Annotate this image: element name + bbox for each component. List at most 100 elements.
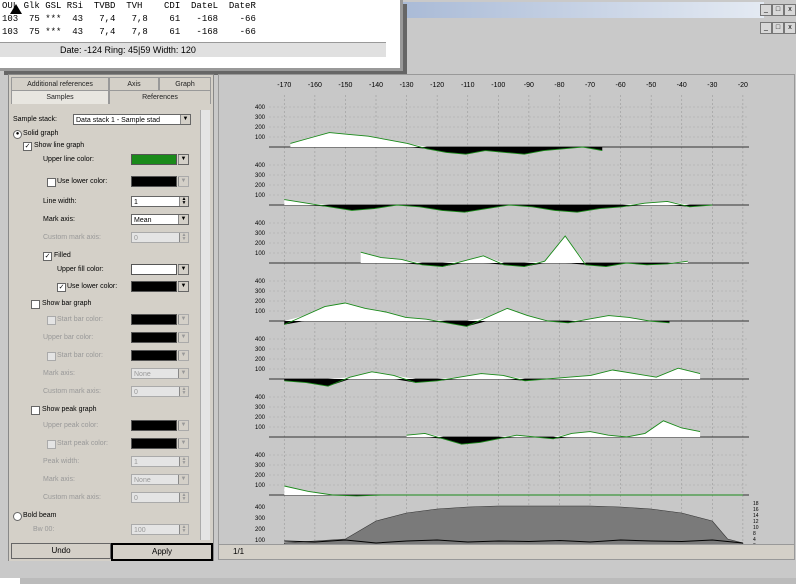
upper-fill-color-dropdown[interactable]: ▼ bbox=[178, 264, 189, 275]
chevron-down-icon: ▼ bbox=[178, 475, 188, 484]
mean-line bbox=[284, 539, 743, 544]
upper-fill-color-swatch[interactable] bbox=[131, 264, 177, 275]
series-line bbox=[284, 367, 701, 387]
upper-fill-area bbox=[360, 236, 688, 263]
upper-line-color-swatch[interactable] bbox=[131, 154, 177, 165]
y-tick-label: 300 bbox=[255, 115, 266, 121]
custom-mark-axis-row: Custom mark axis: 0 ▲ ▼ bbox=[9, 231, 205, 245]
mark-axis2-label: Mark axis: bbox=[43, 370, 75, 377]
mark-axis2-select[interactable]: None ▼ bbox=[131, 368, 189, 379]
solid-graph-radio[interactable]: ● bbox=[13, 130, 22, 139]
line-width-spinner[interactable]: 1 ▲ ▼ bbox=[131, 196, 189, 207]
maximize-button[interactable]: □ bbox=[772, 4, 784, 16]
use-lower-color-checkbox[interactable] bbox=[47, 178, 56, 187]
bold-beam-radio[interactable] bbox=[13, 512, 22, 521]
mark-axis-row: Mark axis: Mean ▼ bbox=[9, 213, 205, 227]
upper-bar-color-row: Upper bar color: ▼ bbox=[9, 331, 205, 345]
start-bar-color-checkbox[interactable] bbox=[47, 316, 56, 325]
y-tick-label: 300 bbox=[255, 463, 266, 469]
sample-depth-area bbox=[283, 505, 744, 552]
start-bar-color2-checkbox[interactable] bbox=[47, 352, 56, 361]
lower-fill-color-dropdown[interactable]: ▼ bbox=[178, 281, 189, 292]
start-bar-color2-swatch[interactable] bbox=[131, 350, 177, 361]
start-bar-color-swatch[interactable] bbox=[131, 314, 177, 325]
mark-axis-label: Mark axis: bbox=[43, 216, 75, 223]
bottom-y-tick-label: 400 bbox=[255, 505, 266, 511]
start-peak-color-swatch[interactable] bbox=[131, 438, 177, 449]
mark-axis-value: Mean bbox=[134, 217, 152, 224]
upper-line-color-dropdown[interactable]: ▼ bbox=[178, 154, 189, 165]
x-tick-label-top: -140 bbox=[369, 82, 383, 89]
upper-peak-color-dropdown[interactable]: ▼ bbox=[178, 420, 189, 431]
start-peak-color-dropdown[interactable]: ▼ bbox=[178, 438, 189, 449]
filled-checkbox[interactable]: ✓ bbox=[43, 252, 52, 261]
toolbar bbox=[400, 34, 796, 68]
tab-additional-references[interactable]: Additional references bbox=[11, 77, 109, 91]
custom-mark-axis2-spinner[interactable]: 0 ▲ ▼ bbox=[131, 386, 189, 397]
tab-axis[interactable]: Axis bbox=[109, 77, 159, 91]
y-tick-label: 200 bbox=[255, 415, 266, 421]
popup-status-bar: Date: -124 Ring: 45|59 Width: 120 bbox=[0, 42, 386, 57]
minimize-button[interactable]: _ bbox=[760, 4, 772, 16]
bw-spinner[interactable]: 100 ▲ ▼ bbox=[131, 524, 189, 535]
lower-fill-area bbox=[284, 379, 701, 387]
filled-label: Filled bbox=[54, 252, 71, 259]
start-peak-color-checkbox[interactable] bbox=[47, 440, 56, 449]
y-tick-label: 200 bbox=[255, 473, 266, 479]
sample-stack-select[interactable]: Data stack 1 - Sample stad ▼ bbox=[73, 114, 191, 125]
upper-peak-color-swatch[interactable] bbox=[131, 420, 177, 431]
x-tick-label-top: -40 bbox=[677, 82, 687, 89]
chevron-down-icon: ▼ bbox=[180, 115, 190, 124]
spin-arrows-icon: ▲ ▼ bbox=[179, 493, 188, 502]
tab-samples[interactable]: Samples bbox=[11, 90, 109, 104]
line-width-label: Line width: bbox=[43, 198, 77, 205]
mark-axis-select[interactable]: Mean ▼ bbox=[131, 214, 189, 225]
child-maximize-button[interactable]: □ bbox=[772, 22, 784, 34]
custom-mark-axis2-value: 0 bbox=[134, 389, 138, 396]
x-tick-label-top: -70 bbox=[585, 82, 595, 89]
y-tick-label: 200 bbox=[255, 125, 266, 131]
tab-graph[interactable]: Graph bbox=[159, 77, 211, 91]
y-tick-label: 100 bbox=[255, 251, 266, 257]
child-close-button[interactable]: x bbox=[784, 22, 796, 34]
spin-arrows-icon: ▲ ▼ bbox=[179, 525, 188, 534]
show-bar-graph-checkbox[interactable] bbox=[31, 300, 40, 309]
bw-row: Bw 00: 100 ▲ ▼ bbox=[9, 523, 205, 537]
peak-width-spinner[interactable]: 1 ▲ ▼ bbox=[131, 456, 189, 467]
child-minimize-button[interactable]: _ bbox=[760, 22, 772, 34]
undo-button[interactable]: Undo bbox=[11, 543, 111, 559]
upper-bar-color-swatch[interactable] bbox=[131, 332, 177, 343]
bold-beam-label: Bold beam bbox=[23, 512, 57, 519]
apply-button[interactable]: Apply bbox=[111, 543, 213, 561]
menu-bar bbox=[400, 18, 796, 35]
start-bar-color2-dropdown[interactable]: ▼ bbox=[178, 350, 189, 361]
bottom-y-tick-label: 200 bbox=[255, 527, 266, 533]
tab-references[interactable]: References bbox=[109, 90, 211, 104]
lower-line-color-dropdown[interactable]: ▼ bbox=[178, 176, 189, 187]
y-tick-label: 200 bbox=[255, 299, 266, 305]
page-indicator: 1/1 bbox=[233, 547, 245, 556]
y-tick-label: 100 bbox=[255, 309, 266, 315]
mark-axis3-select[interactable]: None ▼ bbox=[131, 474, 189, 485]
start-bar-color-dropdown[interactable]: ▼ bbox=[178, 314, 189, 325]
show-peak-graph-checkbox[interactable] bbox=[31, 406, 40, 415]
use-lower-fill-checkbox[interactable]: ✓ bbox=[57, 283, 66, 292]
upper-fill-color-row: Upper fill color: ▼ bbox=[9, 263, 205, 277]
mark-axis3-value: None bbox=[134, 477, 151, 484]
settings-scrollbar[interactable] bbox=[200, 110, 210, 540]
use-lower-color-label: Use lower color: bbox=[57, 178, 108, 185]
y-tick-label: 400 bbox=[255, 105, 266, 111]
popup-data-row: 103 75 *** 43 7,4 7,8 61 -168 -66 bbox=[2, 14, 256, 24]
chevron-down-icon: ▼ bbox=[178, 369, 188, 378]
sample-stack-row: Sample stack: Data stack 1 - Sample stad… bbox=[9, 113, 205, 127]
custom-mark-axis-spinner[interactable]: 0 ▲ ▼ bbox=[131, 232, 189, 243]
lower-line-color-swatch[interactable] bbox=[131, 176, 177, 187]
close-button[interactable]: x bbox=[784, 4, 796, 16]
custom-mark-axis3-spinner[interactable]: 0 ▲ ▼ bbox=[131, 492, 189, 503]
show-line-graph-checkbox[interactable]: ✓ bbox=[23, 142, 32, 151]
lower-fill-color-swatch[interactable] bbox=[131, 281, 177, 292]
lower-fill-area bbox=[360, 263, 688, 267]
right-y-tick-label: 14 bbox=[753, 513, 759, 519]
upper-bar-color-dropdown[interactable]: ▼ bbox=[178, 332, 189, 343]
mark-axis3-row: Mark axis: None ▼ bbox=[9, 473, 205, 487]
